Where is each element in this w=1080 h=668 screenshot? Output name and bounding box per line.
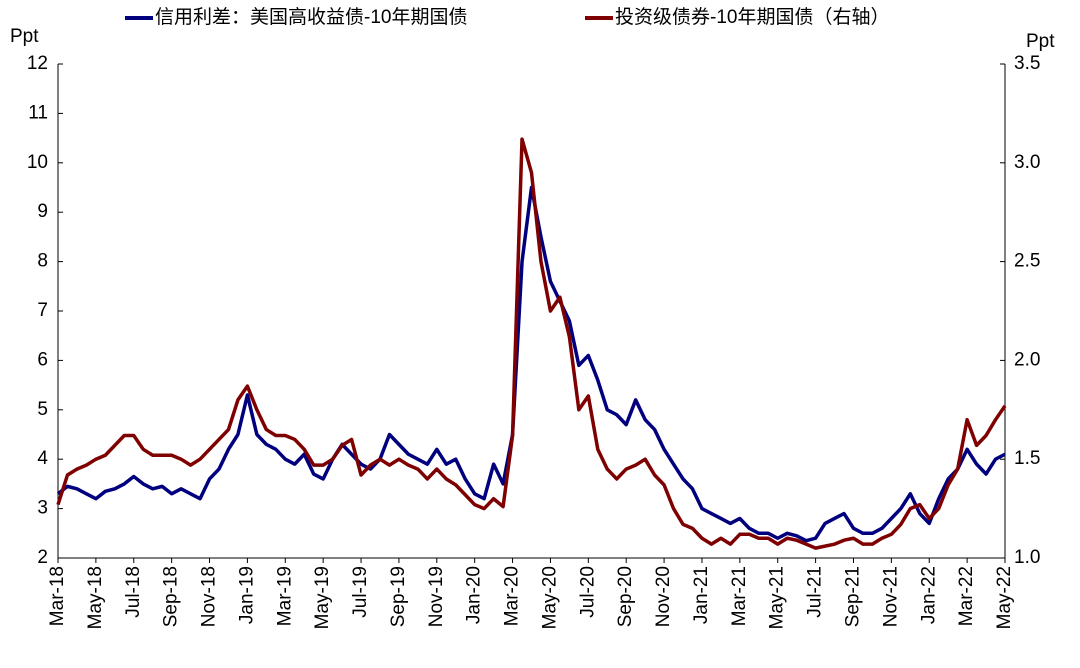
- y-tick-label: 10: [27, 152, 48, 173]
- x-tick-label: Sep-20: [615, 566, 636, 627]
- x-tick-label: May-21: [767, 566, 788, 629]
- y2-axis-label: Ppt: [1026, 31, 1055, 52]
- y-tick-label: 9: [37, 201, 48, 222]
- y-tick-label: 12: [27, 53, 48, 74]
- x-tick-label: May-18: [85, 566, 106, 629]
- y2-tick-label: 2.0: [1014, 349, 1040, 370]
- y-tick-label: 8: [37, 251, 48, 272]
- series-line: [56, 137, 1007, 550]
- x-tick-label: Nov-18: [199, 566, 220, 627]
- x-tick-label: May-22: [994, 566, 1015, 629]
- y2-tick-label: 2.5: [1014, 251, 1040, 272]
- x-tick-label: Jul-20: [577, 566, 598, 618]
- y2-tick-label: 1.5: [1014, 448, 1040, 469]
- x-tick-label: Nov-20: [653, 566, 674, 627]
- y-tick-label: 6: [37, 349, 48, 370]
- y2-tick-label: 3.5: [1014, 53, 1040, 74]
- y-tick-label: 4: [37, 448, 48, 469]
- y-tick-label: 3: [37, 498, 48, 519]
- x-tick-label: Jul-19: [350, 566, 371, 618]
- x-tick-label: Jan-20: [464, 566, 485, 624]
- y-tick-label: 2: [37, 547, 48, 568]
- x-tick-label: Jan-22: [918, 566, 939, 624]
- x-tick-label: Mar-21: [729, 566, 750, 626]
- x-tick-label: Nov-21: [880, 566, 901, 627]
- y2-tick-label: 1.0: [1014, 547, 1040, 568]
- x-tick-label: Mar-18: [47, 566, 68, 626]
- x-tick-label: Jan-19: [236, 566, 257, 624]
- x-tick-label: Jan-21: [691, 566, 712, 624]
- x-tick-label: Sep-19: [388, 566, 409, 627]
- x-tick-label: Mar-20: [502, 566, 523, 626]
- y-axis-label: Ppt: [10, 26, 39, 47]
- x-tick-label: May-20: [539, 566, 560, 629]
- legend-label: 投资级债券-10年期国债（右轴）: [615, 6, 889, 28]
- x-tick-label: Jul-18: [123, 566, 144, 618]
- y2-tick-label: 3.0: [1014, 152, 1040, 173]
- x-tick-label: May-19: [312, 566, 333, 629]
- x-tick-label: Sep-21: [842, 566, 863, 627]
- x-tick-label: Nov-19: [426, 566, 447, 627]
- x-tick-label: Mar-19: [274, 566, 295, 626]
- series-line: [56, 185, 1006, 543]
- y-tick-label: 11: [28, 102, 48, 123]
- legend-label: 信用利差：美国高收益债-10年期国债: [155, 6, 467, 28]
- y-tick-label: 5: [37, 399, 48, 420]
- x-tick-label: Sep-18: [161, 566, 182, 627]
- y-tick-label: 7: [37, 300, 48, 321]
- x-tick-label: Mar-22: [956, 566, 977, 626]
- x-tick-label: Jul-21: [805, 566, 826, 618]
